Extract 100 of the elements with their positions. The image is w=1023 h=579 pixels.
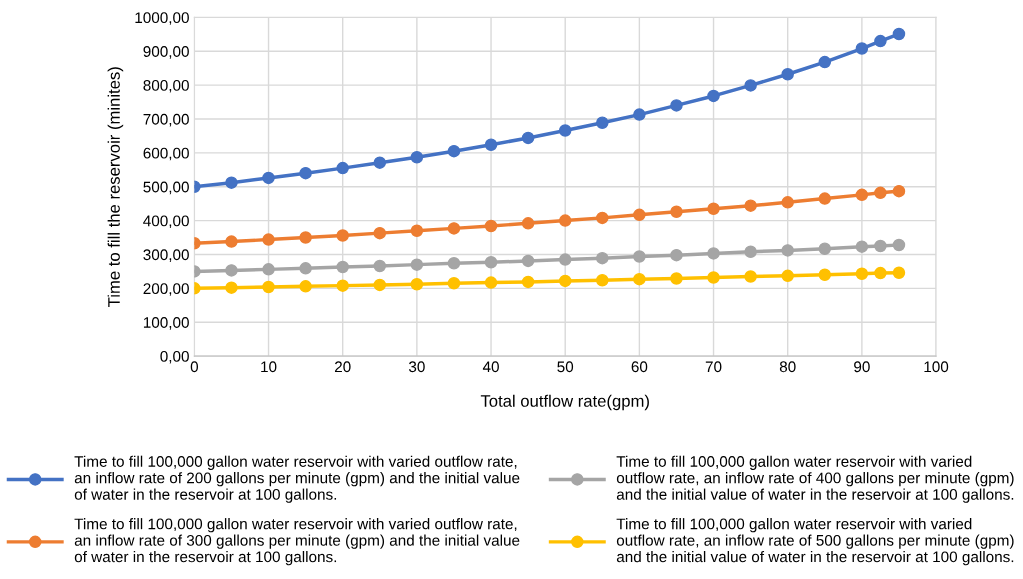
point [596,211,609,225]
point [633,208,646,222]
point [707,202,720,215]
point [262,171,275,185]
point [447,257,461,270]
point [855,188,869,202]
x-tick-label: 10 [261,361,277,373]
point [336,260,349,274]
y-tick-label: 500,00 [143,181,189,195]
point [373,226,387,240]
x-tick-label: 20 [334,361,351,373]
point [558,253,572,266]
point [670,205,683,219]
point [225,264,238,277]
y-tick-label: 900,00 [143,46,189,59]
point [744,270,757,283]
point [633,250,646,263]
point [373,156,387,169]
point [410,258,424,271]
x-tick-label: 30 [408,361,425,373]
point [336,161,349,175]
point [225,281,238,294]
y-tick-label: 100,00 [143,317,189,330]
legend-label: Time to fill 100,000 gallon water reservoir with varied outflow rate, an inflow rate of 300 gallons per minute (gpm) and the initial value of water in the reservoir at 100 gallons. [74,518,520,566]
point [299,231,312,244]
point [855,240,869,253]
y-tick-label: 0,00 [160,350,189,364]
point [744,79,757,92]
x-axis-title: Total outflow rate(gpm) [480,394,649,411]
point [484,219,498,233]
point [299,280,312,293]
point [855,42,869,55]
point [299,166,312,180]
point [521,275,535,289]
y-tick-label: 1000,00 [135,12,189,25]
point [484,276,498,289]
legend-label: Time to fill 100,000 gallon water reservoir with varied outflow rate, an inflow rate of 400 gallons per minute (gpm) and the initial value of water in the reservoir at 100 gallons. [616,455,1014,503]
point [447,144,461,158]
x-tick-label: 50 [557,361,574,373]
point [670,99,683,112]
point [744,199,757,212]
legend-label: Time to fill 100,000 gallon water reservoir with varied outflow rate, an inflow rate of 200 gallons per minute (gpm) and the initial value of water in the reservoir at 100 gallons. [74,455,520,503]
x-tick-label: 60 [631,361,648,373]
y-tick-label: 600,00 [143,147,189,161]
point [707,247,720,260]
point [336,229,349,242]
point [874,34,887,48]
x-tick-label: 40 [482,361,499,373]
point [670,272,683,285]
point [225,235,238,248]
point [262,263,275,276]
point [707,89,720,103]
point [558,214,572,227]
point [744,245,757,259]
point [521,254,535,268]
point [781,68,794,81]
point [410,278,424,291]
point [262,280,275,294]
point [781,196,794,209]
y-tick-label: 700,00 [143,113,189,127]
point [299,262,312,275]
point [558,274,572,288]
point [707,271,720,284]
point [855,267,869,281]
point [373,278,387,292]
legend-label: Time to fill 100,000 gallon water reservoir with varied outflow rate, an inflow rate of 500 gallons per minute (gpm) and the initial value of water in the reservoir at 100 gallons. [616,518,1014,566]
point [336,279,349,292]
point [521,217,535,230]
point [410,224,424,238]
point [892,266,906,280]
point [633,108,646,121]
point [633,272,646,286]
point [892,184,906,198]
point [373,259,387,273]
point [892,27,906,41]
point [781,244,794,257]
point [818,55,832,69]
point [596,273,609,287]
point [484,256,498,269]
x-tick-label: 90 [854,361,870,373]
x-tick-label: 100 [924,361,949,373]
point [447,222,461,235]
x-tick-label: 70 [705,361,722,373]
point [874,266,887,280]
point [670,248,683,262]
y-tick-label: 400,00 [143,215,189,229]
point [596,116,609,129]
point [447,277,461,290]
y-tick-label: 800,00 [143,79,189,93]
point [818,242,832,255]
point [262,233,275,246]
point [596,251,609,265]
point [781,269,794,283]
y-tick-label: 200,00 [143,283,189,296]
point [874,186,887,200]
point [874,239,887,253]
point [521,131,535,145]
point [225,176,238,189]
y-tick-label: 300,00 [143,249,189,262]
point [818,192,832,205]
